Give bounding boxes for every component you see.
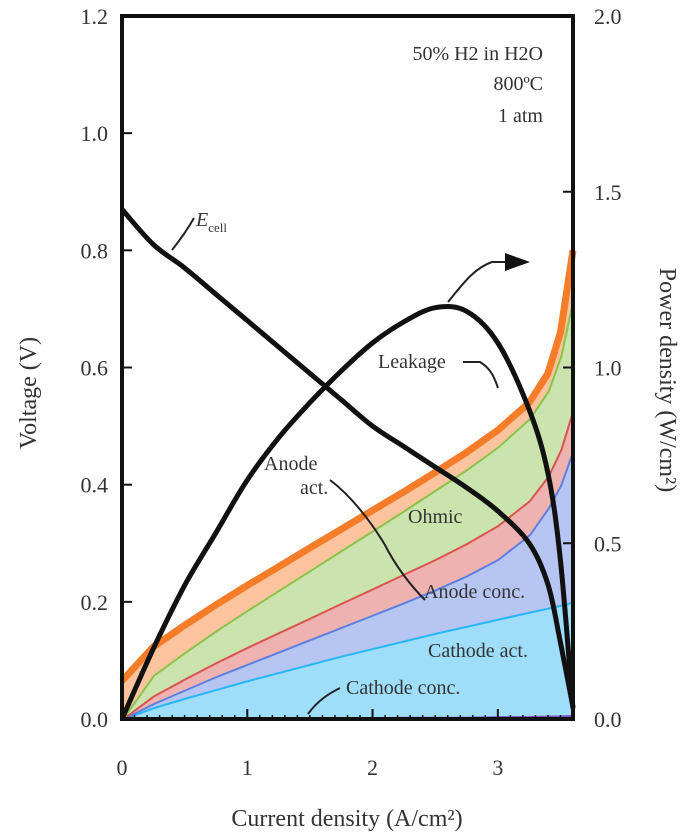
anode-act-leader [329,479,426,601]
y-left-tick-label: 0.8 [81,238,109,263]
data-curves [119,207,576,721]
label-anode-act-line1: Anode [264,453,317,475]
condition-pressure: 1 atm [498,105,543,127]
band-anode-act [122,408,573,719]
band-ohmic [122,297,573,719]
ecell-leader [171,217,195,251]
x-tick-label: 3 [492,755,503,780]
power-arrow-line [447,261,508,303]
cell-voltage-curve [120,207,576,708]
plot-frame [120,14,575,721]
y-axis-left-label: Voltage (V) [16,337,42,449]
conditions-box: 50% H2 in H2O 800ºC 1 atm [412,43,543,127]
power-density-curve [119,304,576,721]
x-tick-label: 0 [117,755,128,780]
y-right-tick-label: 1.5 [594,180,622,205]
y-axis-right-label: Power density (W/cm²) [654,268,680,492]
label-cathode-conc: Cathode conc. [346,677,460,699]
y-left-tick-label: 0.4 [81,473,109,498]
loss-bands [119,249,577,721]
label-anode-conc: Anode conc. [424,581,525,603]
band-leakage [122,250,573,720]
x-tick-label: 1 [242,755,253,780]
y-right-tick-label: 0.0 [594,707,622,732]
y-right-tick-label: 2.0 [594,4,622,29]
ecell-subscript: cell [208,220,227,235]
y-left-tick-label: 0.2 [81,590,109,615]
y-left-tick-label: 0.0 [81,707,109,732]
band-anode-conc [122,449,573,719]
x-axis-label: Current density (A/cm²) [231,806,462,832]
x-tick-label: 2 [367,755,378,780]
cathode-conc-leader [307,687,341,715]
tick-labels: 0 1 2 3 0.0 0.2 0.4 0.6 0.8 1.0 1.2 0.0 0.5 1.0 1.5 2.0 [81,4,622,780]
y-left-tick-label: 0.6 [81,356,109,381]
y-left-tick-label: 1.2 [81,4,109,29]
label-ohmic: Ohmic [408,506,463,528]
y-right-tick-label: 1.0 [594,356,622,381]
label-anode-act-line2: act. [300,477,328,499]
condition-gas: 50% H2 in H2O [412,43,543,65]
line-leakage [119,249,577,684]
y-right-tick-label: 0.5 [594,531,622,556]
y-left-tick-label: 1.0 [81,121,109,146]
leakage-leader [463,361,499,389]
label-cathode-act: Cathode act. [428,640,528,662]
label-leakage: Leakage [378,351,446,373]
condition-temperature: 800ºC [493,73,543,95]
power-arrow-head [505,253,530,271]
band-cathode-act [122,601,573,719]
ecell-label: Ecell [195,209,227,235]
